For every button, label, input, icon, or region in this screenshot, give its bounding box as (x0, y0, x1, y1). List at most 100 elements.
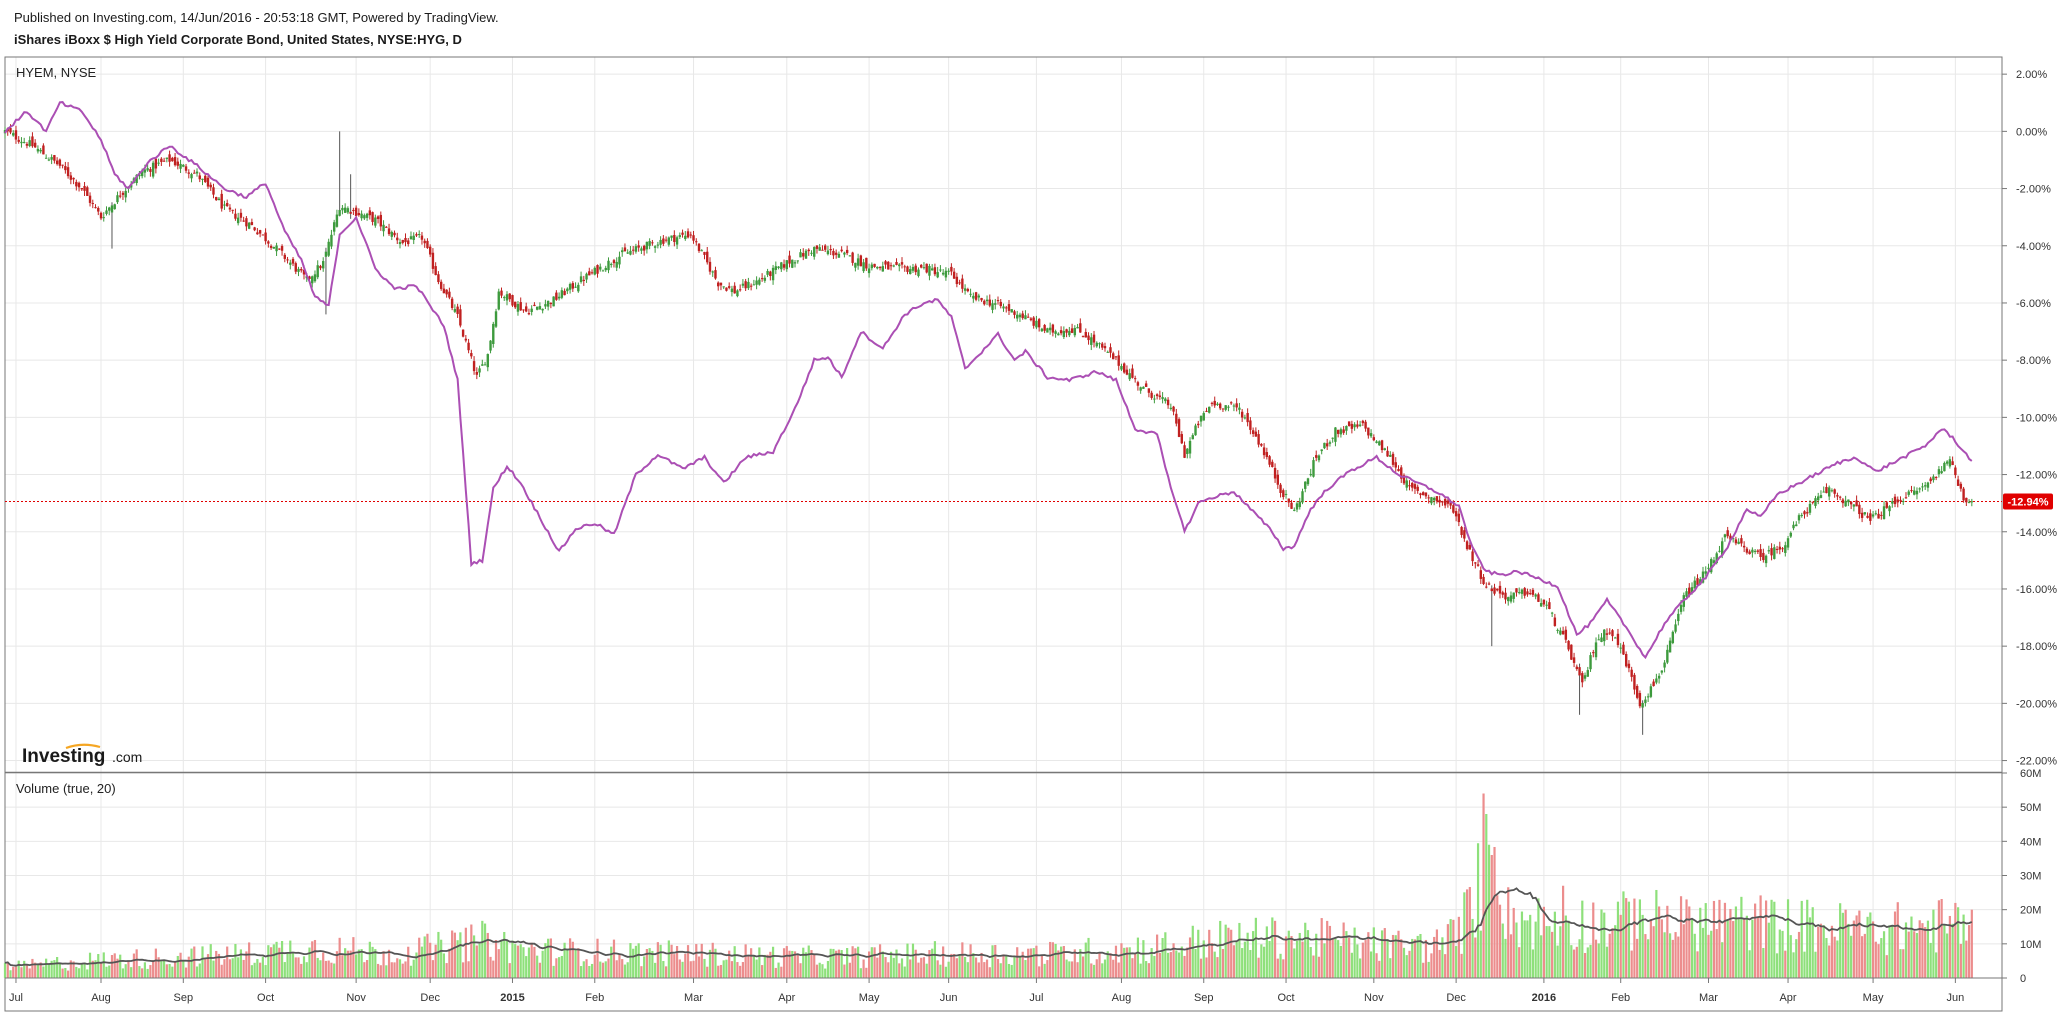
volume-bar (135, 949, 138, 978)
hyg-candle-body (730, 288, 734, 293)
volume-tick-label: 10M (2020, 939, 2041, 951)
hyg-candle-body (1328, 442, 1332, 444)
volume-bar (632, 948, 635, 978)
volume-bar (1512, 907, 1515, 978)
volume-bar (1323, 943, 1326, 978)
hyg-candle-body (1309, 473, 1312, 476)
hyg-candle-body (1284, 493, 1288, 495)
volume-bar (714, 948, 717, 978)
volume-bar (999, 963, 1002, 978)
volume-bar (1471, 918, 1474, 978)
hyg-candle-body (319, 265, 322, 269)
hyg-candle-body (239, 212, 243, 218)
volume-bar (991, 945, 994, 978)
hyg-candle-body (1904, 497, 1908, 499)
hyg-candle-body (459, 309, 462, 326)
volume-bar (1800, 900, 1803, 978)
volume-bar (1136, 937, 1140, 978)
hyg-candle-body (1180, 434, 1184, 444)
hyg-candle-body (247, 222, 251, 229)
hyg-candle-body (1833, 489, 1836, 494)
volume-bar (1073, 949, 1076, 978)
volume-bar (1858, 910, 1861, 978)
hyg-candle-body (1405, 480, 1408, 488)
volume-bar (1397, 930, 1400, 978)
volume-bar (1561, 885, 1565, 978)
hyg-candle-body (1216, 403, 1219, 405)
hyg-candle-body (947, 270, 950, 272)
hyg-candle-body (941, 272, 945, 275)
hyg-candle-body (50, 157, 53, 160)
volume-bar (1526, 920, 1529, 978)
hyg-candle-body (664, 239, 668, 241)
volume-bar (1767, 922, 1770, 978)
hyg-candle-body (1016, 314, 1019, 319)
volume-bar (25, 965, 29, 978)
hyg-candle-body (390, 231, 393, 237)
hyg-candle-body (963, 288, 967, 291)
hyg-candle-body (1649, 686, 1653, 697)
volume-bar (330, 962, 333, 978)
hyg-candle-body (944, 270, 948, 278)
volume-bar (1391, 934, 1395, 978)
hyg-candle-body (407, 240, 410, 245)
volume-bar (1027, 948, 1030, 978)
hyg-candle-body (1893, 496, 1897, 505)
volume-bar (1729, 908, 1732, 978)
hyg-candle-body (1701, 571, 1705, 583)
volume-bar (1630, 950, 1633, 978)
hyg-candle-body (470, 353, 473, 357)
hyg-candle-body (996, 300, 1000, 302)
volume-bar (1216, 957, 1219, 978)
volume-bar (1649, 919, 1652, 978)
hyg-candle-body (58, 159, 62, 166)
volume-bar (313, 939, 317, 978)
hyg-candle-body (1855, 500, 1858, 507)
hyg-candle-body (727, 286, 731, 288)
volume-bar (42, 966, 45, 978)
hyg-candle-body (1627, 663, 1631, 669)
volume-bar (418, 937, 421, 978)
volume-bar (69, 960, 72, 978)
hyg-candle-body (1699, 579, 1702, 584)
hyg-candle-body (14, 130, 18, 140)
volume-bar (1117, 962, 1120, 978)
volume-bar (590, 963, 594, 978)
hyg-candle-body (291, 258, 295, 264)
time-tick-label: Feb (585, 992, 604, 1004)
hyg-candle-body (538, 306, 542, 310)
hyg-candle-body (286, 259, 289, 261)
volume-bar (1957, 907, 1960, 978)
hyg-candle-body (1721, 541, 1724, 555)
hyg-candle-body (464, 338, 468, 341)
hyg-candle-body (878, 267, 882, 269)
volume-bar (1139, 963, 1142, 978)
hyg-candle-body (478, 368, 481, 373)
hyg-candle-body (738, 289, 742, 291)
hyg-candle-body (324, 251, 328, 257)
volume-bar (950, 953, 953, 978)
volume-bar (862, 959, 865, 978)
volume-bar (1361, 942, 1364, 978)
volume-bar (489, 956, 492, 978)
volume-bar (1032, 948, 1035, 978)
volume-bar (143, 962, 146, 978)
hyg-candle-body (1485, 586, 1488, 588)
volume-bar (579, 966, 583, 978)
hyg-candle-body (1863, 512, 1867, 515)
hyg-candle-body (23, 142, 26, 144)
hyg-candle-body (1320, 449, 1323, 452)
hyg-candle-body (278, 248, 281, 250)
volume-tick-label: 60M (2020, 768, 2041, 780)
hyg-candle-body (1507, 597, 1510, 602)
volume-bar (931, 948, 934, 978)
hyg-candle-body (1452, 505, 1455, 513)
hyg-candle-body (1131, 368, 1134, 378)
volume-bar (1962, 914, 1965, 978)
volume-bar (1402, 947, 1406, 978)
hyg-candle-body (42, 145, 45, 155)
volume-bar (1817, 926, 1820, 978)
volume-bar (1147, 963, 1150, 978)
volume-bar (695, 944, 698, 978)
